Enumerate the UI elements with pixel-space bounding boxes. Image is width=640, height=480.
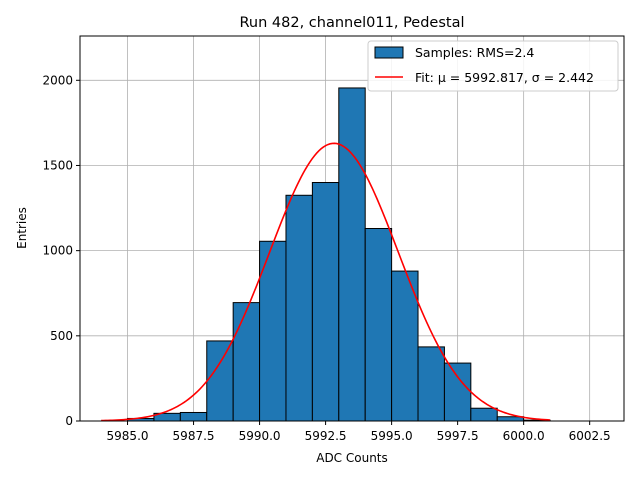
histogram-bar — [232, 302, 261, 422]
chart-title: Run 482, channel011, Pedestal — [239, 15, 464, 31]
x-tick-label: 6002.5 — [569, 429, 611, 443]
histogram-bar — [364, 228, 393, 422]
y-tick-label: 1000 — [42, 244, 73, 258]
legend-fit-label: Fit: μ = 5992.817, σ = 2.442 — [415, 70, 594, 85]
axis-ticks: 5985.0 5987.5 5990.0 5992.5 5995.0 5997.5 6000… — [42, 73, 610, 443]
x-tick-label: 5985.0 — [107, 429, 149, 443]
x-tick-label: 6000.0 — [503, 429, 545, 443]
histogram-bar — [338, 87, 366, 422]
histogram-bar — [470, 407, 498, 422]
y-tick-label: 1500 — [42, 158, 73, 172]
histogram-bar — [443, 362, 472, 422]
x-axis-label: ADC Counts — [316, 451, 388, 465]
x-tick-label: 5990.0 — [239, 429, 281, 443]
legend-box — [367, 40, 619, 92]
legend-histogram-label: Samples: RMS=2.4 — [415, 45, 534, 60]
legend-histogram-swatch — [374, 46, 404, 59]
x-tick-label: 5997.5 — [437, 429, 479, 443]
legend: Samples: RMS=2.4 Fit: μ = 5992.817, σ = … — [367, 40, 619, 92]
y-axis-label: Entries — [15, 207, 29, 249]
histogram-bar — [259, 240, 287, 422]
y-tick-label: 500 — [50, 329, 73, 343]
x-tick-label: 5987.5 — [173, 429, 215, 443]
histogram-bar — [417, 346, 445, 422]
histogram-bar — [179, 411, 208, 422]
fit-curve — [101, 142, 551, 422]
histogram-bar — [285, 194, 313, 422]
histogram-bar — [311, 182, 340, 422]
plot-frame — [79, 35, 625, 422]
x-tick-label: 5995.0 — [371, 429, 413, 443]
fit-curve-layer — [101, 142, 551, 422]
histogram-bar — [206, 340, 234, 422]
histogram-bars — [127, 87, 551, 422]
y-tick-label: 2000 — [42, 73, 73, 87]
y-tick-label: 0 — [65, 414, 73, 428]
x-tick-label: 5992.5 — [305, 429, 347, 443]
